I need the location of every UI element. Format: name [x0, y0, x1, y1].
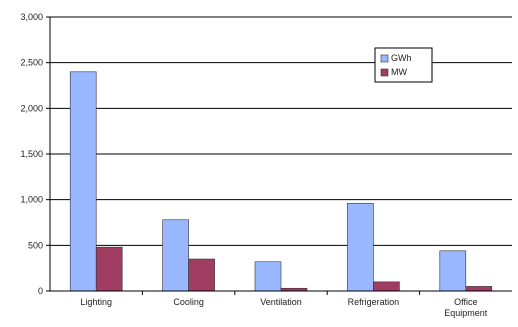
legend-box — [374, 47, 433, 83]
y-tick-label: 500 — [28, 240, 43, 250]
y-tick-label: 2,500 — [20, 58, 43, 68]
y-gridlines — [50, 16, 512, 246]
x-tick-label: Office Equipment — [444, 297, 488, 318]
legend-swatch-gwh — [380, 54, 389, 63]
bar-mw — [465, 286, 493, 292]
bar-gwh — [254, 261, 282, 292]
legend-label-gwh: GWh — [391, 53, 412, 63]
y-tick-label: 3,000 — [20, 12, 43, 22]
x-tick-label: Cooling — [173, 297, 204, 307]
y-tick-label: 1,500 — [20, 149, 43, 159]
bar-gwh — [439, 250, 467, 292]
bars — [69, 71, 493, 292]
x-tick-label: Lighting — [80, 297, 112, 307]
x-tick-label: Refrigeration — [348, 297, 400, 307]
y-axis-ticks: 0 500 1,000 1,500 2,000 2,500 3,000 — [20, 12, 50, 296]
bar-gwh — [69, 71, 97, 292]
y-tick-label: 1,000 — [20, 195, 43, 205]
legend-label-mw: MW — [391, 67, 407, 77]
x-tick-label: Ventilation — [260, 297, 302, 307]
bar-mw — [95, 246, 123, 292]
bar-mw — [373, 281, 400, 292]
bar-gwh — [162, 219, 189, 292]
legend-swatch-mw — [380, 68, 389, 77]
bar-gwh — [347, 203, 374, 292]
y-tick-label: 2,000 — [20, 103, 43, 113]
bar-mw — [188, 258, 215, 292]
y-tick-label: 0 — [38, 286, 43, 296]
x-axis-ticks: Lighting Cooling Ventilation Refrigeration O… — [80, 291, 488, 318]
legend: GWh MW — [374, 47, 433, 83]
